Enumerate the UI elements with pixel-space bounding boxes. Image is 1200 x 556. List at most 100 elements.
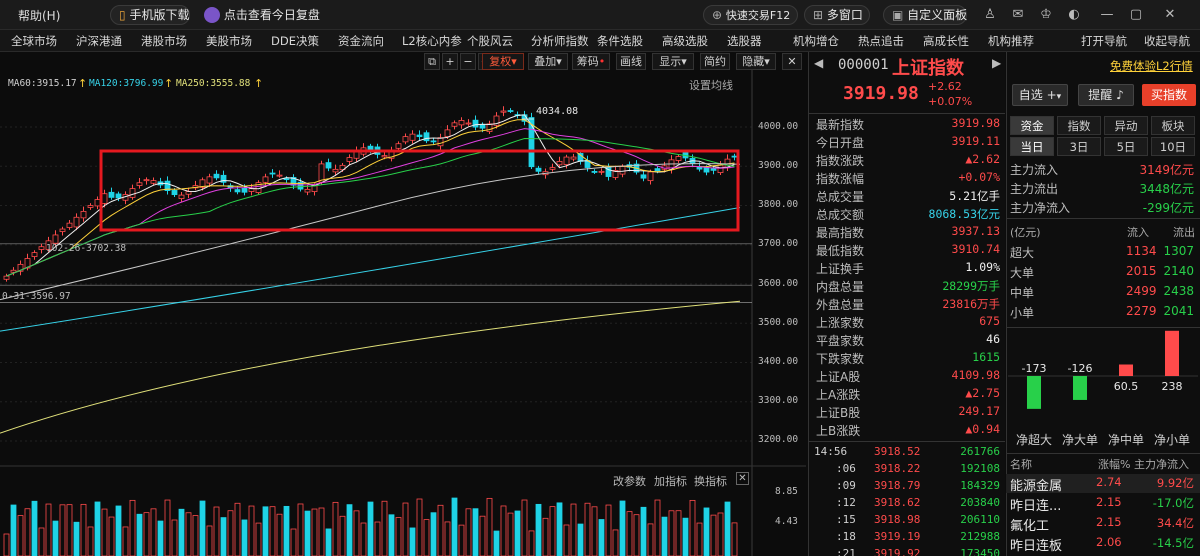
volume-bar <box>493 530 500 556</box>
copy-icon[interactable]: ⧉ <box>424 53 440 70</box>
minimize-icon[interactable]: — <box>1100 7 1114 22</box>
menu-item-stock-picker[interactable]: 选股器 <box>727 34 762 48</box>
volume-bar <box>549 506 556 556</box>
yincang-button[interactable]: 隐藏▾ <box>736 53 776 70</box>
sector-row[interactable]: 昨日连... 2.15 -17.0亿 <box>1006 494 1200 514</box>
menu-item-inst-recommend[interactable]: 机构推荐 <box>988 34 1034 48</box>
add-indicator-link[interactable]: 加指标 <box>654 475 687 488</box>
buy-index-button[interactable]: 买指数 <box>1142 84 1196 106</box>
collapse-nav-button[interactable]: 收起导航 <box>1144 34 1190 48</box>
menu-item-advanced-select[interactable]: 高级选股 <box>662 34 708 48</box>
flow-day-tab[interactable]: 5日 <box>1104 137 1148 156</box>
zoom-out-icon[interactable]: − <box>460 53 476 70</box>
change-param-link[interactable]: 改参数 <box>613 475 646 488</box>
candle-body <box>94 199 101 207</box>
volume-bar <box>507 512 514 556</box>
menu-item-hk-market[interactable]: 港股市场 <box>141 34 187 48</box>
menu-item-high-growth[interactable]: 高成长性 <box>923 34 969 48</box>
menu-item-analyst-index[interactable]: 分析师指数 <box>531 34 589 48</box>
close-icon[interactable]: ✕ <box>1164 7 1176 22</box>
sector-header-cell[interactable]: 主力净流入 <box>1134 458 1189 471</box>
volume-bar <box>584 502 591 556</box>
fuquan-button[interactable]: 复权▾ <box>482 53 524 70</box>
menu-item-dde[interactable]: DDE决策 <box>271 34 319 48</box>
sector-pct: 2.15 <box>1096 495 1122 509</box>
chouma-button[interactable]: 筹码• <box>572 53 610 70</box>
flow-day-tab[interactable]: 当日 <box>1010 137 1054 156</box>
flow-day-tab[interactable]: 10日 <box>1151 137 1195 156</box>
volume-bar <box>17 515 24 556</box>
close-chart-icon[interactable]: ✕ <box>782 53 802 70</box>
ma-settings-link[interactable]: 设置均线 <box>689 79 733 92</box>
flow-tab[interactable]: 资金 <box>1010 116 1054 135</box>
flow-tab[interactable]: 异动 <box>1104 116 1148 135</box>
sector-header-cell[interactable]: 涨幅% <box>1098 458 1131 471</box>
kline-chart-area[interactable] <box>0 52 806 556</box>
sector-row[interactable]: 氟化工 2.15 34.4亿 <box>1006 514 1200 534</box>
volume-bar <box>171 519 178 556</box>
volume-bar <box>129 499 136 556</box>
diejia-button[interactable]: 叠加▾ <box>528 53 568 70</box>
help-menu[interactable]: 帮助(H) <box>18 9 61 23</box>
next-stock-icon[interactable]: ▶ <box>992 56 1002 70</box>
user-icon[interactable]: ♙ <box>984 7 996 22</box>
candle-body <box>619 166 626 175</box>
volume-bar <box>136 513 143 556</box>
mail-icon[interactable]: ✉ <box>1012 7 1024 22</box>
volume-bar <box>24 508 31 556</box>
multi-window-button[interactable]: ⊞ 多窗口 <box>804 5 870 25</box>
huaxian-button[interactable]: 画线 <box>616 53 646 70</box>
flow-tab[interactable]: 板块 <box>1151 116 1195 135</box>
prev-stock-icon[interactable]: ◀ <box>814 56 824 70</box>
alert-button[interactable]: 提醒 ♪ <box>1078 84 1134 106</box>
candle-body <box>528 117 535 168</box>
stock-code: 000001 <box>838 57 889 73</box>
watchlist-button[interactable]: 自选 +▾ <box>1012 84 1068 106</box>
quote-row-value: +0.07% <box>958 170 1000 184</box>
volume-bar <box>290 528 297 556</box>
quote-row-value: 8068.53亿元 <box>928 207 1000 221</box>
volume-bar <box>563 524 570 556</box>
quote-row-value: 28299万手 <box>942 279 1000 293</box>
sector-header-cell[interactable]: 名称 <box>1010 458 1032 471</box>
sector-row[interactable]: 昨日连板 2.06 -14.5亿 <box>1006 534 1200 554</box>
menu-item-us-market[interactable]: 美股市场 <box>206 34 252 48</box>
candle-body <box>339 164 346 171</box>
swap-indicator-link[interactable]: 换指标 <box>694 475 727 488</box>
mobile-download-button[interactable]: ▯ 手机版下载 <box>110 5 190 25</box>
candle-body <box>675 156 682 161</box>
menu-item-global-market[interactable]: 全球市场 <box>11 34 57 48</box>
menu-item-inst-add[interactable]: 机构增仓 <box>793 34 839 48</box>
custom-panel-button[interactable]: ▣ 自定义面板 <box>883 5 967 25</box>
quote-row-value: 675 <box>979 314 1000 328</box>
review-link[interactable]: 点击查看今日复盘 <box>204 6 320 23</box>
candle-body <box>31 252 38 257</box>
sector-flow: 9.92亿 <box>1156 476 1194 490</box>
xianshi-button[interactable]: 显示▾ <box>652 53 694 70</box>
low-point-label-2: 0-31-3596.97 <box>2 291 71 302</box>
shirt-icon[interactable]: ♔ <box>1040 7 1052 22</box>
maximize-icon[interactable]: ▢ <box>1129 7 1143 22</box>
sub-y-label: 8.85 <box>775 486 798 497</box>
l2-trial-link[interactable]: 免费体验L2行情 <box>1110 59 1193 73</box>
jianyue-button[interactable]: 简约 <box>700 53 730 70</box>
sector-row[interactable]: 能源金属 2.74 9.92亿 <box>1006 474 1200 494</box>
skin-icon[interactable]: ◐ <box>1068 7 1080 22</box>
candle-body <box>276 174 283 177</box>
zoom-in-icon[interactable]: + <box>442 53 458 70</box>
menu-item-l2-core[interactable]: L2核心内参 <box>402 34 462 48</box>
menu-item-hk-connect[interactable]: 沪深港通 <box>76 34 122 48</box>
quick-trade-button[interactable]: ⊕ 快速交易F12 <box>703 5 798 25</box>
menu-item-hot-chase[interactable]: 热点追击 <box>858 34 904 48</box>
menu-item-condition-select[interactable]: 条件选股 <box>597 34 643 48</box>
kline-chart-svg[interactable] <box>0 52 806 556</box>
menu-item-fund-flow[interactable]: 资金流向 <box>338 34 384 48</box>
close-subchart-icon[interactable]: ✕ <box>736 472 749 485</box>
flow-tab[interactable]: 指数 <box>1057 116 1101 135</box>
flow-day-tab[interactable]: 3日 <box>1057 137 1101 156</box>
tick-time: :18 <box>836 530 856 543</box>
candle-body <box>80 210 87 219</box>
open-nav-button[interactable]: 打开导航 <box>1081 34 1127 48</box>
menu-item-stock-wind[interactable]: 个股风云 <box>467 34 513 48</box>
ma120-label: MA120:3796.99 <box>89 78 164 89</box>
